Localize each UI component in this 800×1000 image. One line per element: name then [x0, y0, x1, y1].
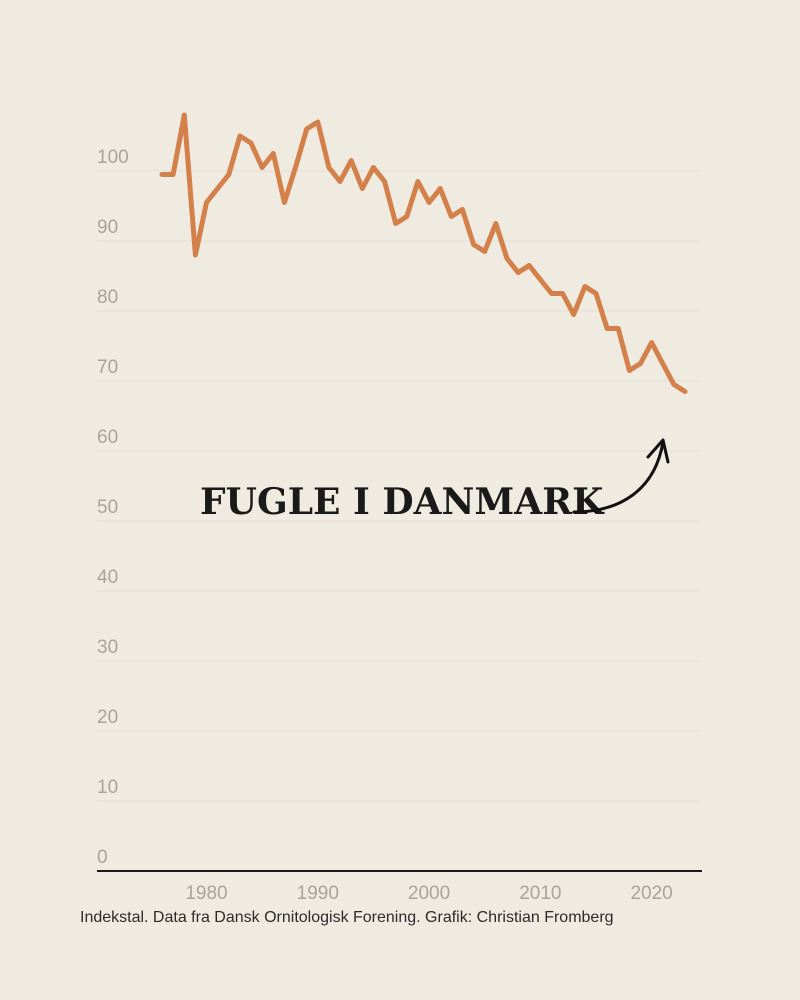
- arrow-icon: [572, 440, 665, 514]
- chart-caption: Indekstal. Data fra Dansk Ornitologisk F…: [80, 909, 614, 926]
- y-axis-ticks: 0 10 20 30 40 50 60 70 80 90 100: [97, 147, 129, 868]
- y-tick-label: 100: [97, 147, 129, 168]
- series-line: [159, 112, 688, 394]
- gridlines: [97, 170, 702, 802]
- y-tick-label: 90: [97, 217, 118, 238]
- y-tick-label: 80: [97, 287, 118, 308]
- y-tick-label: 60: [97, 427, 118, 448]
- x-tick-label: 1990: [297, 883, 339, 904]
- y-tick-label: 20: [97, 707, 118, 728]
- chart-title: FUGLE I DANMARK: [200, 481, 605, 523]
- y-tick-label: 40: [97, 567, 118, 588]
- y-tick-label: 70: [97, 357, 118, 378]
- x-tick-label: 1980: [185, 883, 227, 904]
- y-tick-label: 50: [97, 497, 118, 518]
- arrow-head-icon: [646, 438, 670, 464]
- x-tick-label: 2010: [519, 883, 561, 904]
- y-tick-label: 30: [97, 637, 118, 658]
- y-tick-label: 0: [97, 847, 108, 868]
- x-axis-ticks: 1980 1990 2000 2010 2020: [185, 883, 672, 904]
- x-tick-label: 2000: [408, 883, 450, 904]
- x-tick-label: 2020: [630, 883, 672, 904]
- y-tick-label: 10: [97, 777, 118, 798]
